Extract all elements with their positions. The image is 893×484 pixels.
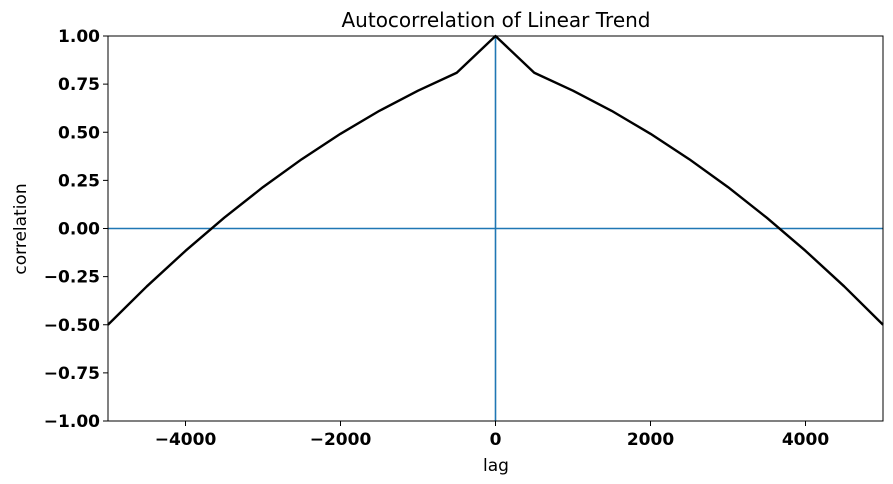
x-tick-label: −2000 [310,430,372,450]
y-tick-label: −0.50 [44,316,100,336]
y-tick-label: −0.75 [44,364,100,384]
chart-title: Autocorrelation of Linear Trend [342,8,651,32]
y-axis-ticks: 1.00 0.75 0.50 0.25 0.00 −0.25 −0.50 −0.75 −1.00 [44,27,108,432]
x-tick-label: 0 [490,430,502,450]
y-tick-label: 0.75 [58,75,100,95]
x-tick-label: 4000 [782,430,829,450]
y-tick-label: −0.25 [44,268,100,288]
plot-frame [107,35,884,422]
y-tick-label: 0.00 [58,220,100,240]
y-tick-label: 0.25 [58,171,100,191]
x-axis-ticks: −4000 −2000 0 2000 4000 [155,421,829,450]
y-axis-label: correlation [11,183,31,274]
x-tick-label: −4000 [155,430,217,450]
y-tick-label: 1.00 [58,27,100,47]
x-tick-label: 2000 [627,430,674,450]
y-tick-label: −1.00 [44,412,100,432]
y-tick-label: 0.50 [58,123,100,143]
x-axis-label: lag [483,456,509,476]
reference-lines [108,36,883,421]
